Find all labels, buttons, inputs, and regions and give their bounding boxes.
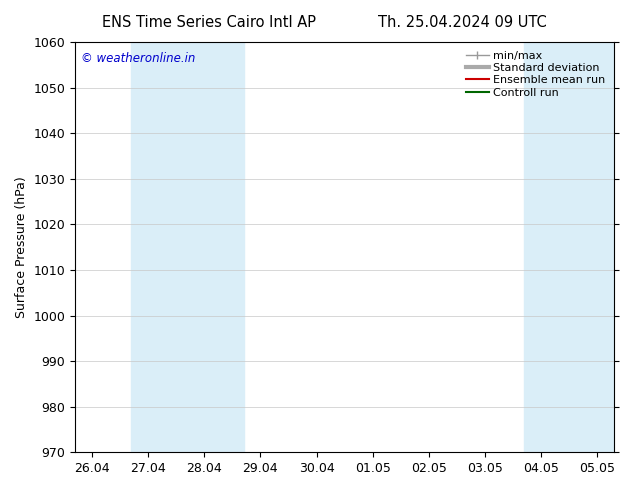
- Bar: [524, 42, 614, 452]
- Text: ENS Time Series Cairo Intl AP: ENS Time Series Cairo Intl AP: [102, 15, 316, 30]
- Y-axis label: Surface Pressure (hPa): Surface Pressure (hPa): [15, 176, 28, 318]
- Title: ENS Time Series Cairo Intl AP        Th. 25.04.2024 09 UTC: ENS Time Series Cairo Intl AP Th. 25.04.…: [0, 489, 1, 490]
- Text: Th. 25.04.2024 09 UTC: Th. 25.04.2024 09 UTC: [378, 15, 547, 30]
- Legend: min/max, Standard deviation, Ensemble mean run, Controll run: min/max, Standard deviation, Ensemble me…: [463, 48, 609, 101]
- Text: © weatheronline.in: © weatheronline.in: [81, 52, 195, 65]
- Bar: [131, 42, 243, 452]
